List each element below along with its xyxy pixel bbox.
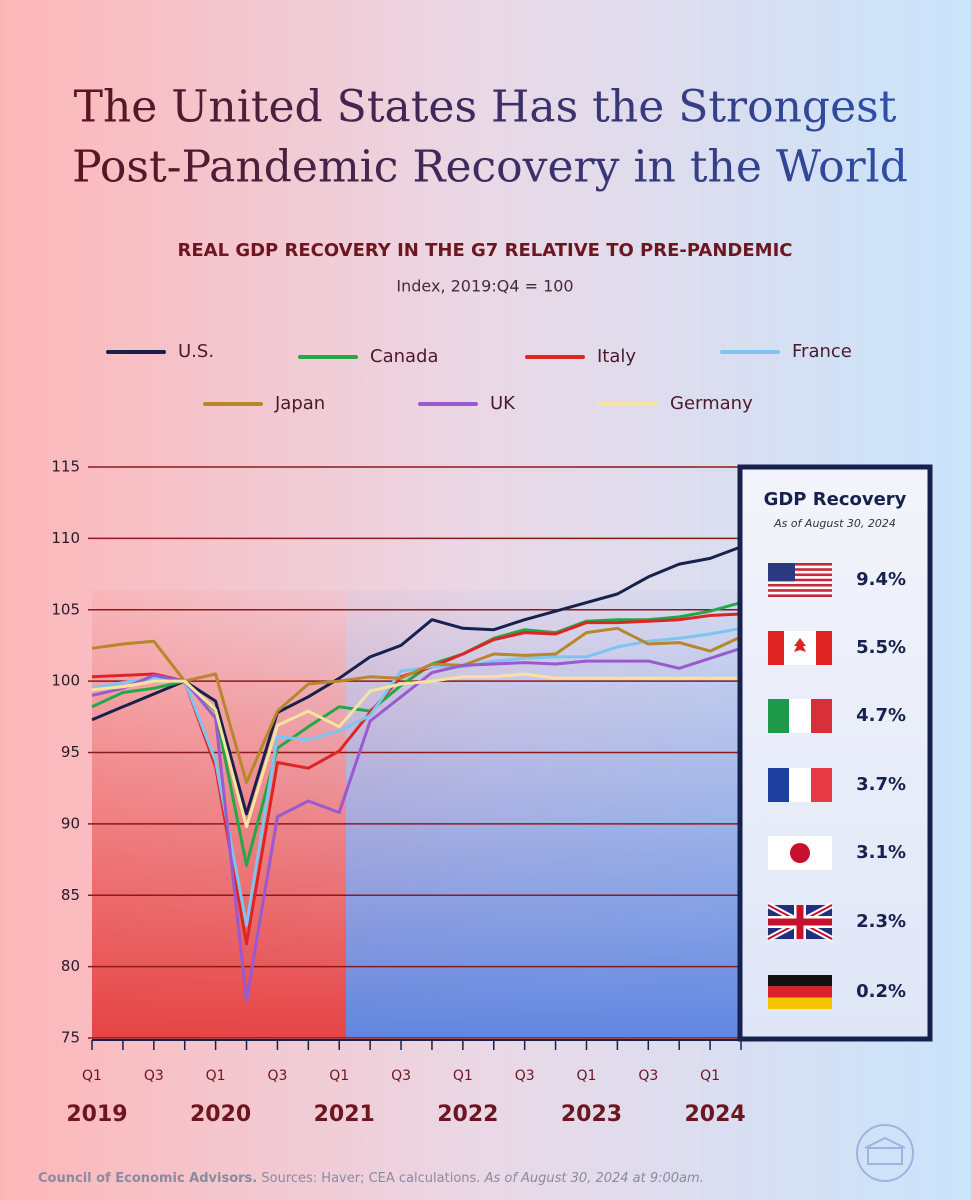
flag	[768, 563, 832, 597]
flag-part	[768, 918, 832, 926]
flag	[768, 975, 832, 1009]
y-tick-label: 115	[51, 458, 80, 476]
flag	[768, 631, 832, 665]
x-tick-label: Q1	[700, 1068, 720, 1084]
series-line	[91, 626, 742, 927]
legend-label: UK	[490, 393, 516, 414]
seal	[856, 1124, 914, 1182]
x-tick-label: Q1	[329, 1068, 349, 1084]
x-tick-label: Q3	[515, 1068, 535, 1084]
x-tick-label: Q1	[206, 1068, 226, 1084]
title-line: The United States Has the Strongest	[74, 82, 897, 133]
flag-part	[768, 563, 795, 582]
flag-part	[768, 563, 832, 566]
footer-asof: As of August 30, 2024 at 9:00am.	[484, 1171, 704, 1186]
flag	[768, 699, 832, 733]
flag-part	[768, 631, 784, 665]
legend-label: Germany	[670, 393, 753, 414]
series-line	[91, 626, 742, 784]
x-tick-label: Q3	[267, 1068, 287, 1084]
flag-part	[768, 583, 832, 587]
flag-part	[768, 975, 832, 987]
series-line	[91, 672, 741, 829]
flag	[766, 902, 834, 942]
panel-value: 2.3%	[856, 911, 906, 932]
legend-label: Canada	[370, 346, 439, 367]
y-tick-label: 75	[61, 1029, 80, 1047]
flag-part	[768, 589, 832, 592]
y-tick-label: 80	[61, 957, 80, 975]
panel-value: 4.7%	[856, 705, 906, 726]
year-label: 2024	[684, 1102, 745, 1127]
year-label: 2022	[437, 1102, 498, 1127]
x-tick-label: Q3	[144, 1068, 164, 1084]
y-label: Index, 2019:Q4 = 100	[396, 277, 573, 296]
flag-part	[768, 699, 789, 733]
flag-part	[790, 843, 810, 863]
x-tick-label: Q1	[577, 1068, 597, 1084]
flag-part	[768, 573, 832, 577]
flag-part	[768, 768, 789, 802]
year-label: 2023	[561, 1102, 622, 1127]
flag-part	[768, 997, 832, 1009]
subtitle: REAL GDP RECOVERY IN THE G7 RELATIVE TO …	[178, 240, 793, 261]
flag-part	[811, 699, 832, 733]
year-label: 2021	[314, 1102, 375, 1127]
x-tick-label: Q1	[82, 1068, 102, 1084]
panel-value: 3.7%	[856, 774, 906, 795]
y-tick-label: 85	[61, 886, 80, 904]
series-line	[91, 545, 742, 816]
flag-part	[816, 631, 832, 665]
year-label: 2020	[190, 1102, 251, 1127]
panel-subtitle: As of August 30, 2024	[773, 517, 896, 530]
flag-part	[794, 638, 806, 657]
panel-value: 9.4%	[856, 569, 906, 590]
flag-part	[768, 568, 832, 571]
shade-pre	[92, 590, 346, 1038]
footer: Council of Economic Advisors. Sources: H…	[38, 1171, 704, 1186]
panel-value: 3.1%	[856, 842, 906, 863]
legend-label: Italy	[597, 346, 636, 367]
x-tick-label: Q3	[638, 1068, 658, 1084]
recovery-panel	[737, 464, 933, 1042]
year-label: 2019	[66, 1102, 127, 1127]
footer-org: Council of Economic Advisors.	[38, 1171, 257, 1186]
y-tick-label: 110	[51, 529, 80, 547]
panel-title: GDP Recovery	[764, 489, 907, 510]
legend-label: Japan	[274, 393, 325, 414]
flag-part	[811, 768, 832, 802]
legend-label: France	[792, 341, 852, 362]
flag-part	[768, 578, 832, 582]
flag	[768, 768, 832, 802]
footer-sources: Sources: Haver; CEA calculations.	[261, 1171, 480, 1186]
y-tick-label: 105	[51, 600, 80, 618]
flag	[768, 836, 832, 870]
legend-label: U.S.	[178, 341, 214, 362]
panel-value: 5.5%	[856, 637, 906, 658]
panel-value: 0.2%	[856, 981, 906, 1002]
x-tick-label: Q3	[391, 1068, 411, 1084]
y-tick-label: 90	[61, 814, 80, 832]
x-tick-label: Q1	[453, 1068, 473, 1084]
y-tick-label: 100	[51, 672, 80, 690]
flag-part	[768, 986, 832, 998]
title-line: Post-Pandemic Recovery in the World	[72, 142, 908, 193]
flag-part	[768, 594, 832, 597]
y-tick-label: 95	[61, 743, 80, 761]
series-line	[91, 646, 742, 1003]
